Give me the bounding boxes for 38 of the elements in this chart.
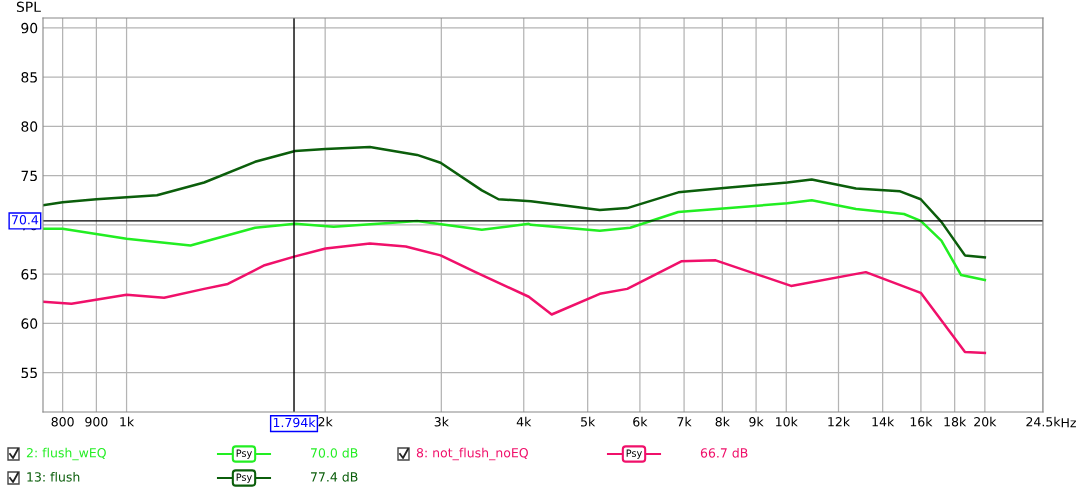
text: 70.0 dB — [311, 447, 358, 458]
y-tick-label: 75 — [21, 170, 37, 182]
y-tick-label: 90 — [21, 22, 38, 34]
y-tick-label: 85 — [21, 72, 37, 83]
y-axis-title: SPL — [16, 1, 41, 13]
x-tick-label: 8k — [715, 416, 730, 427]
text: 8: not_flush_noEQ — [416, 447, 528, 461]
x-tick-label: 10k — [776, 416, 798, 427]
y-tick-label: 55 — [21, 367, 37, 379]
x-tick-label: 6k — [633, 416, 648, 427]
x-tick-label: 2k — [318, 416, 333, 427]
ref-line-label: 1.794k — [273, 417, 316, 428]
x-tick-label: 4k — [516, 416, 532, 427]
ref-line-label: 70.4 — [12, 215, 39, 225]
text: 13: flush — [27, 471, 80, 482]
text: Psy — [236, 449, 252, 459]
x-tick-label: 800 — [51, 417, 74, 427]
text: Psy — [236, 473, 252, 483]
x-tick-label: 16k — [910, 416, 933, 427]
text: 77.4 dB — [311, 471, 358, 482]
x-tick-label: 1k — [120, 416, 135, 427]
x-tick-label: 20k — [974, 416, 997, 427]
x-tick-label: 18k — [944, 416, 967, 427]
x-tick-label: 7k — [677, 416, 692, 427]
y-tick-label: 80 — [21, 121, 38, 132]
x-tick-label: 900 — [85, 417, 108, 427]
x-tick-label: 3k — [434, 416, 449, 427]
x-axis-title: Hz — [1061, 418, 1076, 428]
text: 2: flush_wEQ — [26, 447, 106, 461]
x-tick-label: 9k — [749, 416, 764, 427]
x-tick-label: 12k — [828, 416, 851, 427]
y-tick-label: 65 — [21, 269, 37, 280]
text: Psy — [626, 449, 642, 459]
x-tick-label: 5k — [581, 416, 596, 427]
text: 66.7 dB — [700, 447, 748, 458]
x-tick-label: 24.5k — [1026, 416, 1061, 427]
y-tick-label: 60 — [21, 318, 38, 329]
x-tick-label: 14k — [872, 416, 895, 427]
